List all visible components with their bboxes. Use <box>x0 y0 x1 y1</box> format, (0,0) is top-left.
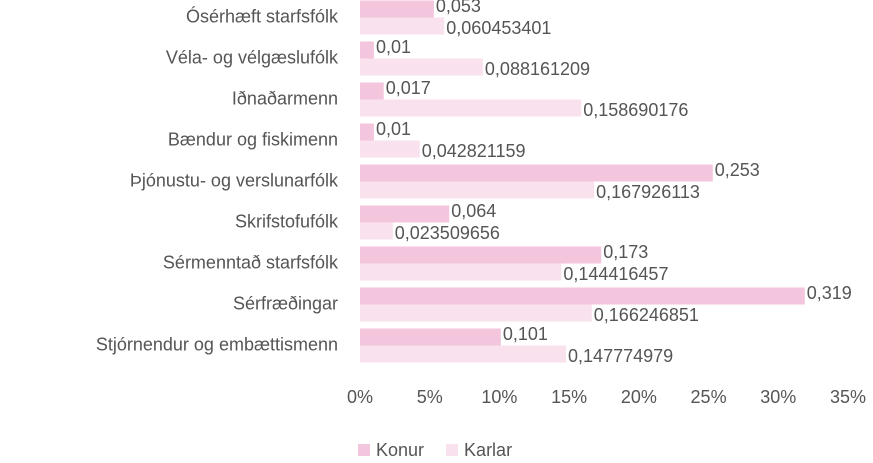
bar <box>360 140 420 158</box>
x-tick-label: 35% <box>830 387 866 407</box>
x-tick-label: 20% <box>621 387 657 407</box>
legend-swatch <box>446 444 459 456</box>
y-tick-label: Ósérhæft starfsfólk <box>186 5 339 26</box>
bar <box>360 287 805 305</box>
bar <box>360 0 434 18</box>
y-tick-label: Bændur og fiskimenn <box>168 129 338 149</box>
y-tick-label: Stjórnendur og embættismenn <box>96 334 338 354</box>
data-label: 0,166246851 <box>594 305 699 325</box>
bar <box>360 328 501 346</box>
bar <box>360 41 374 59</box>
bar <box>360 123 374 141</box>
bar <box>360 58 483 76</box>
y-tick-label: Sérfræðingar <box>233 293 338 313</box>
data-label: 0,088161209 <box>485 59 590 79</box>
y-tick-label: Þjónustu- og verslunarfólk <box>130 170 339 190</box>
y-tick-label: Sérmenntað starfsfólk <box>163 252 339 272</box>
bar <box>360 246 602 264</box>
bar <box>360 181 595 199</box>
data-label: 0,017 <box>386 78 431 98</box>
data-label: 0,101 <box>503 324 548 344</box>
y-tick-label: Skrifstofufólk <box>235 211 339 231</box>
x-tick-label: 15% <box>551 387 587 407</box>
y-tick-label: Iðnaðarmenn <box>232 88 338 108</box>
x-tick-label: 25% <box>691 387 727 407</box>
data-label: 0,319 <box>807 283 852 303</box>
data-label: 0,253 <box>715 160 760 180</box>
x-tick-label: 30% <box>760 387 796 407</box>
bar <box>360 263 562 281</box>
data-label: 0,060453401 <box>446 18 551 38</box>
data-label: 0,01 <box>376 37 411 57</box>
legend-swatch <box>358 444 370 456</box>
legend-label: Karlar <box>464 440 512 460</box>
data-label: 0,042821159 <box>422 141 526 161</box>
data-label: 0,167926113 <box>596 182 700 202</box>
x-tick-label: 5% <box>417 387 443 407</box>
legend-label: Konur <box>376 440 424 460</box>
bar <box>360 17 445 35</box>
data-label: 0,01 <box>376 119 411 139</box>
bar <box>360 99 582 117</box>
data-label: 0,053 <box>436 0 481 16</box>
data-label: 0,064 <box>451 201 496 221</box>
data-label: 0,158690176 <box>583 100 688 120</box>
data-label: 0,023509656 <box>395 223 500 243</box>
x-tick-label: 10% <box>481 387 517 407</box>
data-label: 0,173 <box>603 242 648 262</box>
bar <box>360 222 393 240</box>
data-label: 0,147774979 <box>568 346 673 366</box>
data-label: 0,144416457 <box>563 264 668 284</box>
bar <box>360 345 567 363</box>
bar <box>360 205 450 223</box>
bar <box>360 82 384 100</box>
x-tick-label: 0% <box>347 387 373 407</box>
bar <box>360 164 713 182</box>
bar <box>360 304 592 322</box>
y-tick-label: Véla- og vélgæslufólk <box>166 47 339 67</box>
